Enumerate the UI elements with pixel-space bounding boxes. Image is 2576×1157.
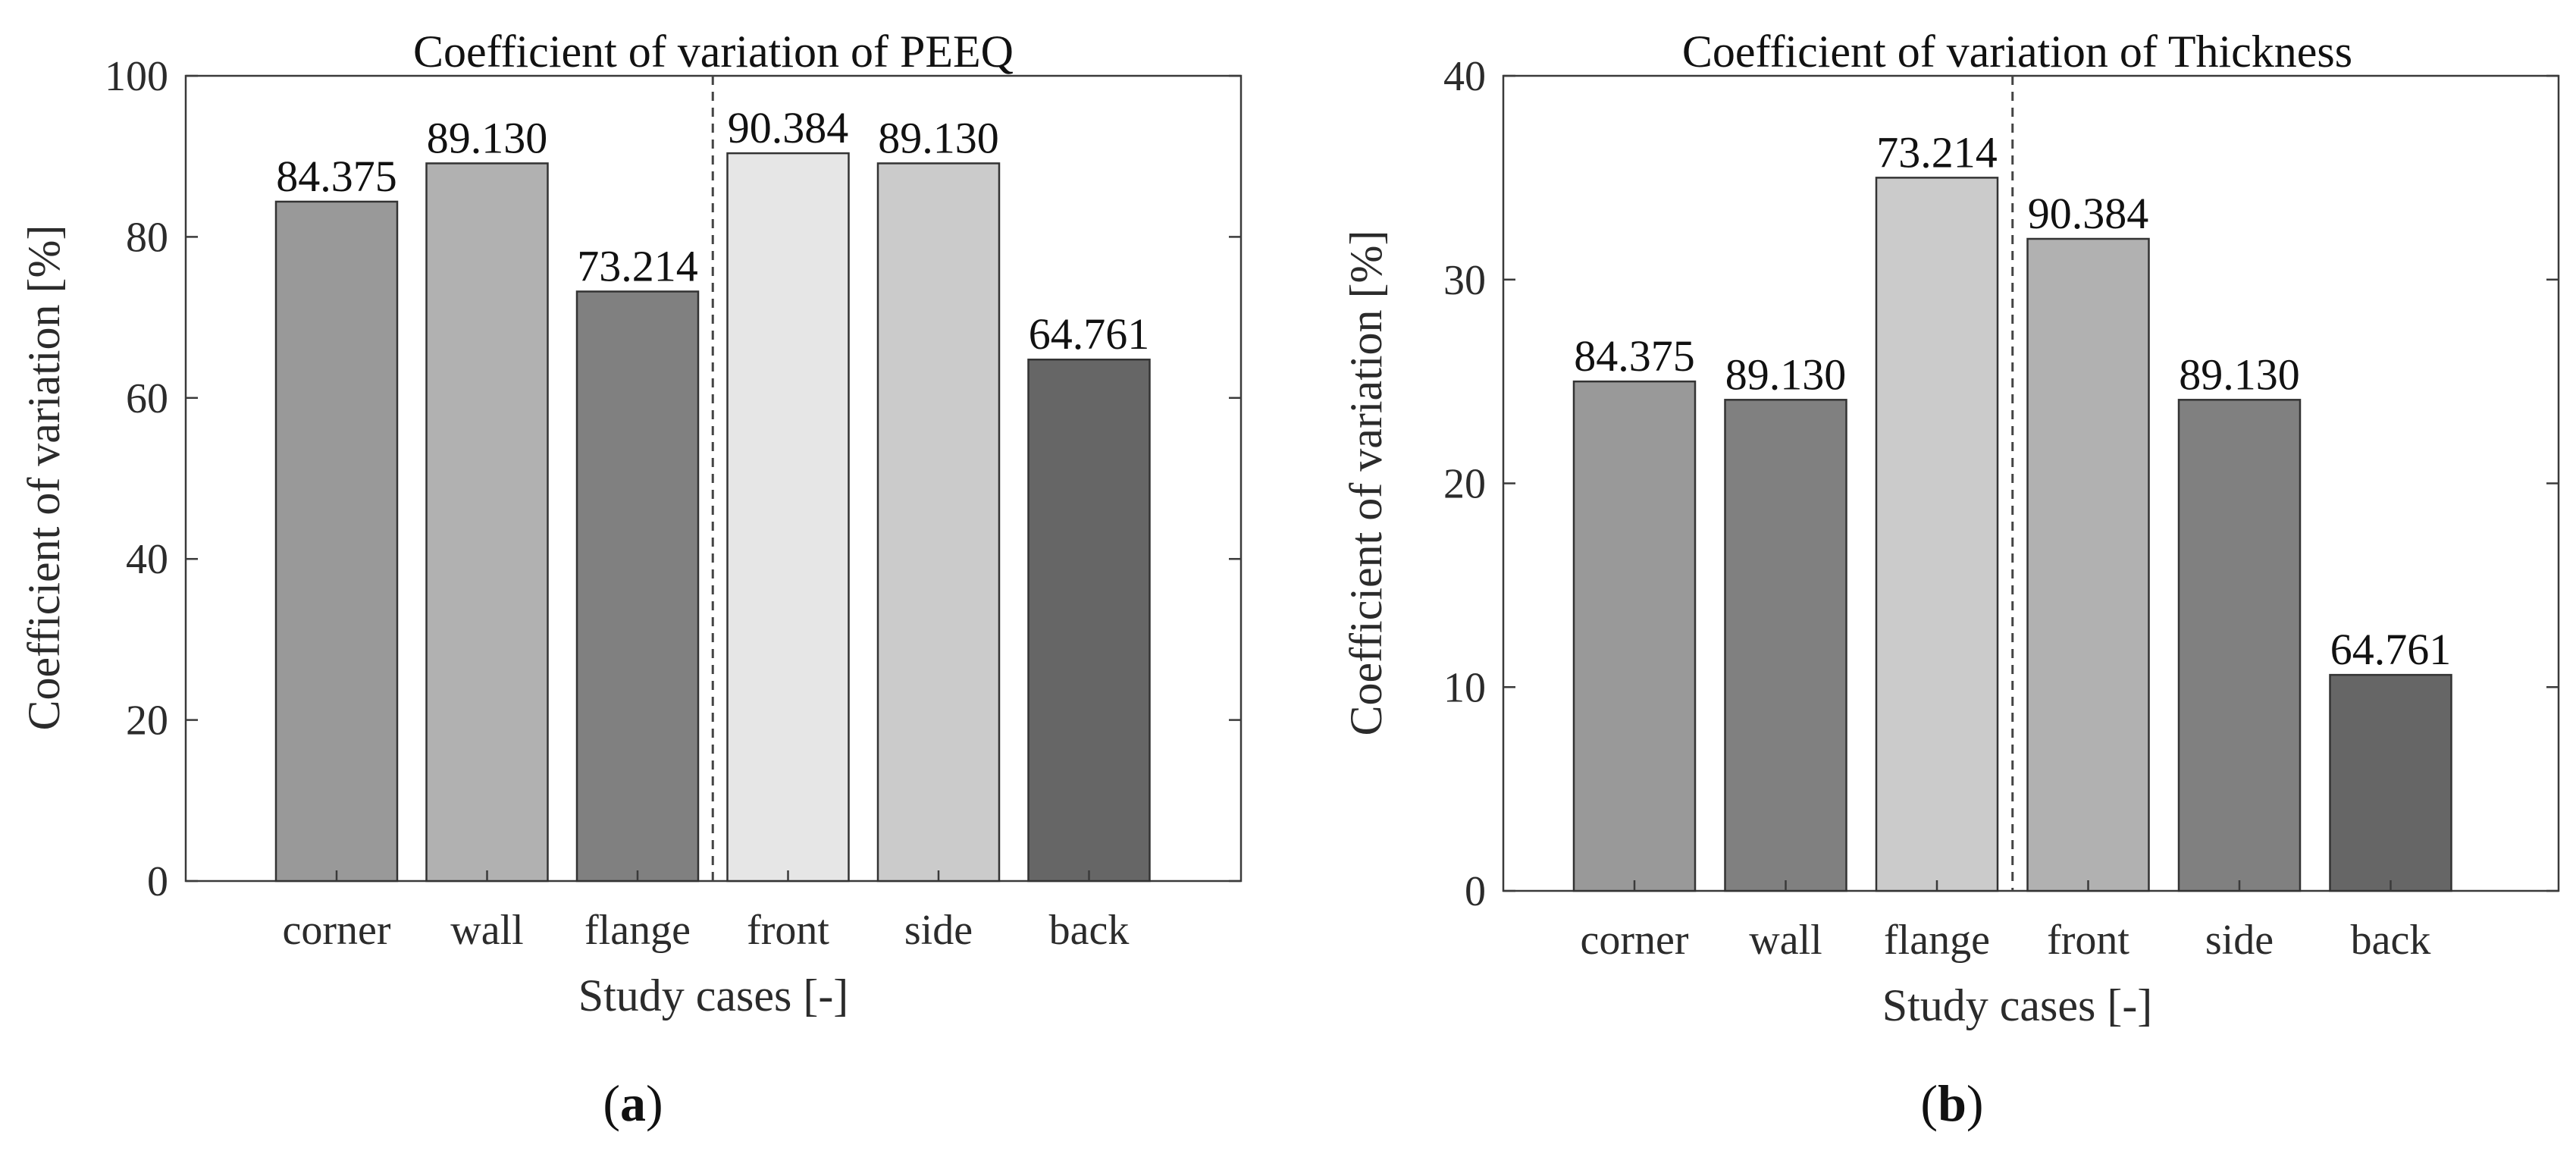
bar-front	[2026, 237, 2150, 892]
data-label: 89.130	[1725, 350, 1847, 399]
data-label: 89.130	[427, 113, 548, 162]
x-tick-label: side	[2205, 917, 2274, 964]
bar-back	[2329, 673, 2452, 892]
chart-thickness: 0 10 20 30 40 84.375 corner 89.130 wall 73.214 fla…	[1341, 27, 2560, 1132]
data-label: 84.375	[1574, 331, 1695, 381]
x-tick-label: back	[2351, 917, 2431, 964]
data-label: 64.761	[1029, 309, 1150, 359]
bar-wall	[425, 162, 549, 883]
y-tick-label: 60	[126, 375, 168, 422]
bar-corner	[274, 200, 399, 883]
panel-caption: (a)	[603, 1074, 663, 1132]
data-label: 90.384	[2028, 189, 2149, 238]
panel-letter: b	[1938, 1074, 1966, 1132]
panel-caption: (b)	[1920, 1074, 1983, 1132]
y-axis-label: Coefficient of variation [%]	[19, 225, 69, 731]
x-tick-label: wall	[450, 907, 523, 954]
panel-letter: a	[620, 1074, 646, 1132]
bar-corner	[1572, 380, 1697, 892]
x-tick-label: flange	[584, 907, 691, 954]
chart-title: Coefficient of variation of Thickness	[1682, 27, 2352, 77]
bar-side	[876, 162, 1001, 883]
data-label: 90.384	[728, 103, 849, 152]
x-axis-label: Study cases [-]	[578, 970, 849, 1021]
bar-side	[2177, 399, 2302, 892]
data-label: 84.375	[276, 152, 397, 201]
bar-wall	[1724, 399, 1847, 892]
chart-peeq: 0 20 40 60 80 100 84.375 corner 89.130 wall 73.214…	[19, 27, 1243, 1132]
x-tick-label: side	[904, 907, 973, 954]
data-label: 73.214	[577, 241, 698, 290]
x-tick-label: front	[747, 907, 829, 954]
data-label: 64.761	[2330, 625, 2452, 674]
y-tick-label: 40	[1443, 53, 1486, 100]
y-tick-label: 20	[126, 698, 168, 745]
y-tick-label: 20	[1443, 461, 1486, 508]
bar-flange	[575, 290, 700, 883]
y-tick-label: 80	[126, 214, 168, 261]
x-tick-label: flange	[1884, 917, 1990, 964]
data-label: 89.130	[2179, 350, 2300, 399]
y-axis-label: Coefficient of variation [%]	[1341, 230, 1391, 736]
y-tick-label: 0	[1465, 868, 1486, 915]
y-tick-label: 40	[126, 536, 168, 583]
x-tick-label: corner	[282, 907, 390, 954]
x-axis-label: Study cases [-]	[1882, 980, 2153, 1030]
chart-title: Coefficient of variation of PEEQ	[413, 27, 1014, 77]
y-tick-label: 30	[1443, 257, 1486, 304]
y-tick-label: 0	[147, 858, 168, 905]
x-tick-label: front	[2047, 917, 2129, 964]
x-tick-label: corner	[1580, 917, 1688, 964]
bar-back	[1027, 358, 1151, 883]
x-tick-label: back	[1049, 907, 1130, 954]
x-tick-label: wall	[1749, 917, 1822, 964]
data-label: 73.214	[1876, 127, 1998, 177]
data-label: 89.130	[878, 113, 999, 162]
y-tick-label: 100	[105, 53, 168, 100]
y-tick-label: 10	[1443, 664, 1486, 711]
bar-front	[726, 152, 850, 883]
bar-flange	[1875, 177, 1999, 892]
